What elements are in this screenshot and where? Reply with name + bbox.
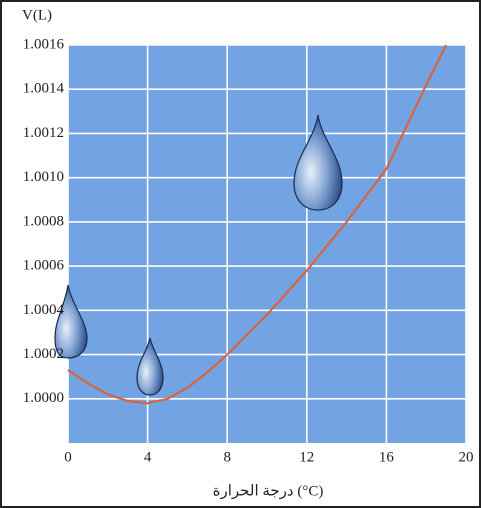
droplet (136, 337, 164, 396)
y-tick-label: 1.0000 (23, 390, 64, 406)
y-tick-label: 1.0002 (23, 346, 64, 362)
x-tick-label: 8 (223, 449, 231, 465)
y-tick-label: 1.0012 (23, 125, 64, 141)
y-axis-title: V(L) (22, 7, 52, 23)
data-line (67, 44, 448, 405)
y-tick-label: 1.0016 (23, 36, 65, 52)
x-tick-label: 12 (299, 449, 314, 465)
y-tick-label: 1.0004 (23, 302, 65, 318)
droplets (54, 114, 343, 396)
x-tick-label: 20 (459, 449, 474, 465)
x-tick-label: 4 (144, 449, 152, 465)
plot-area (68, 45, 466, 443)
droplet (293, 114, 343, 211)
y-tick-label: 1.0006 (23, 258, 65, 274)
y-tick-label: 1.0014 (23, 81, 65, 97)
x-tick-label: 16 (379, 449, 395, 465)
x-tick-label: 0 (64, 449, 72, 465)
y-tick-label: 1.0008 (23, 213, 64, 229)
x-axis-title: درجة الحرارة (°C) (213, 483, 324, 499)
droplet (54, 284, 88, 359)
y-tick-label: 1.0010 (23, 169, 64, 185)
